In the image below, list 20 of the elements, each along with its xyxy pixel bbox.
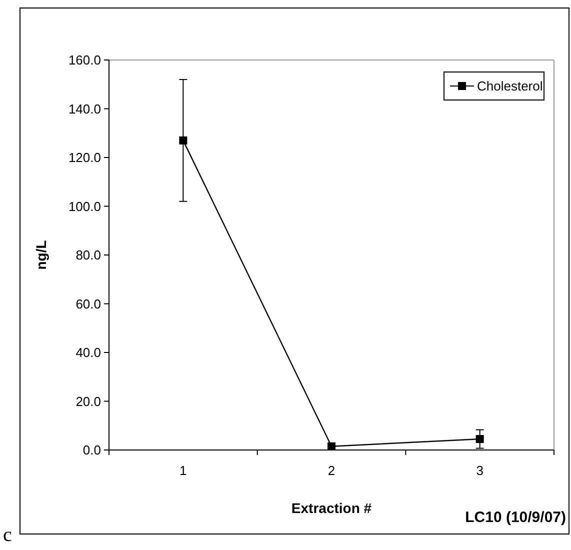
- legend-label: Cholesterol: [477, 78, 543, 94]
- y-tick-label: 20.0: [76, 394, 101, 409]
- y-tick-label: 40.0: [76, 345, 101, 360]
- x-tick-label: 1: [180, 463, 187, 478]
- point: [476, 435, 484, 444]
- y-tick-label: 160.0: [68, 52, 101, 68]
- x-tick-label: 3: [476, 463, 484, 478]
- point: [179, 136, 188, 144]
- text: c: [3, 524, 12, 546]
- text: LC10 (10/9/07): [465, 509, 566, 526]
- x-tick-label: 2: [328, 463, 336, 478]
- y-tick-label: 140.0: [68, 101, 101, 116]
- y-axis-title: ng/L: [33, 240, 49, 270]
- y-tick-label: 100.0: [68, 198, 101, 214]
- y-tick-label: 0.0: [82, 442, 101, 458]
- y-tick-label: 60.0: [76, 296, 101, 312]
- y-tick-label: 80.0: [76, 248, 101, 263]
- x-axis-title: Extraction #: [291, 500, 372, 516]
- point: [328, 442, 336, 450]
- y-tick-label: 120.0: [68, 150, 101, 166]
